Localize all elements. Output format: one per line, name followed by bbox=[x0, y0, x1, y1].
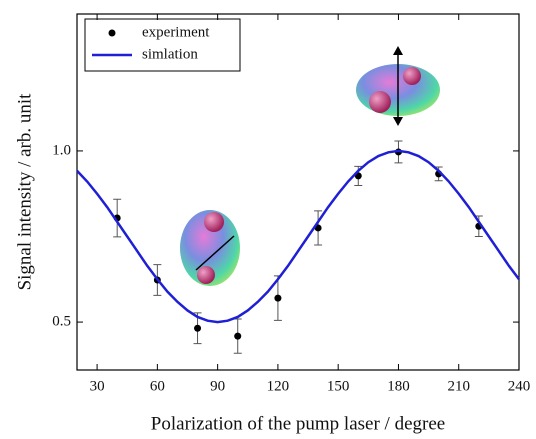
x-tick-label: 240 bbox=[508, 378, 531, 394]
x-tick-label: 180 bbox=[387, 378, 410, 394]
y-tick-label: 0.5 bbox=[52, 314, 71, 330]
simulation-line bbox=[76, 149, 520, 324]
x-axis-label: Polarization of the pump laser / degree bbox=[151, 413, 445, 434]
legend-swatch bbox=[108, 29, 116, 37]
x-tick-label: 150 bbox=[327, 378, 350, 394]
x-tick-label: 60 bbox=[150, 378, 165, 394]
legend-label: simlation bbox=[142, 46, 198, 62]
inset-molecule-tilted bbox=[180, 210, 240, 286]
y-tick-label: 1.0 bbox=[52, 142, 71, 158]
y-axis-label: Signal intensity / arb. unit bbox=[14, 93, 35, 291]
data-point bbox=[274, 294, 282, 302]
x-tick-label: 120 bbox=[267, 378, 290, 394]
x-tick-label: 90 bbox=[210, 378, 225, 394]
plot-frame bbox=[76, 13, 520, 371]
x-tick-label: 30 bbox=[90, 378, 105, 394]
legend-label: experiment bbox=[142, 24, 210, 40]
legend-box bbox=[84, 18, 241, 72]
data-point bbox=[194, 324, 202, 332]
x-tick-label: 210 bbox=[447, 378, 470, 394]
inset-molecule-horizontal bbox=[356, 46, 440, 126]
data-point bbox=[234, 332, 242, 340]
